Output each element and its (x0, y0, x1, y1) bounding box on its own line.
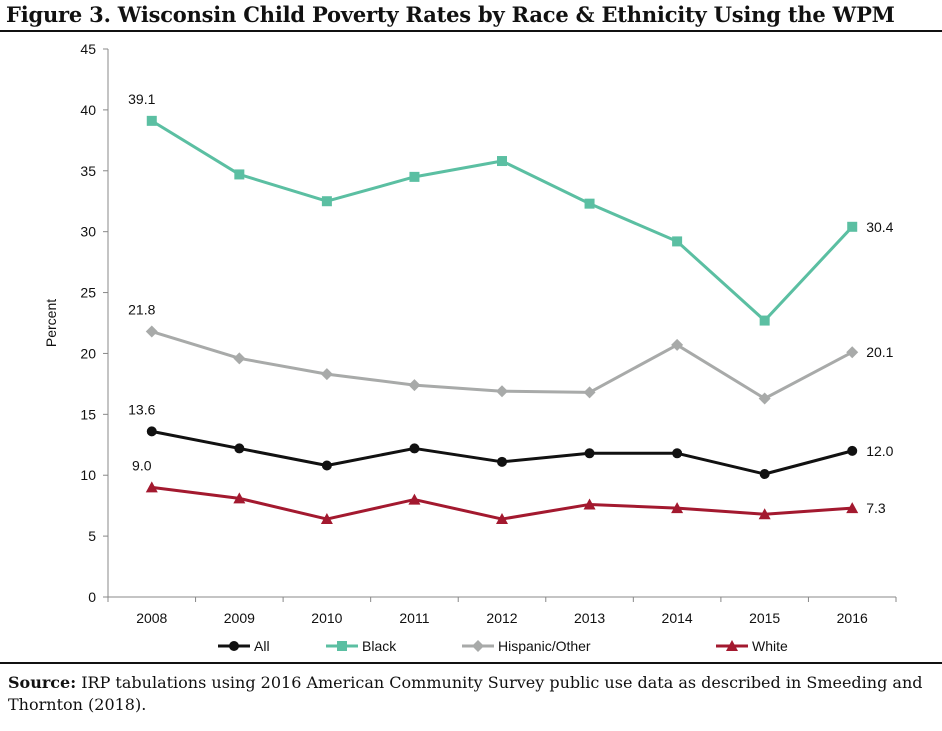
data-point-white (408, 493, 421, 505)
source-note: Source: IRP tabulations using 2016 Ameri… (8, 672, 938, 716)
data-point-all (146, 426, 157, 437)
x-tick-label: 2011 (399, 610, 429, 626)
x-tick-label: 2016 (837, 610, 868, 626)
x-tick-label: 2012 (486, 610, 517, 626)
data-point-black (584, 198, 595, 209)
data-point-hispanic-other (408, 379, 421, 392)
data-point-black (847, 221, 858, 232)
data-point-white (233, 492, 246, 504)
y-tick-label: 30 (80, 224, 96, 240)
legend-marker-hispanic-other (472, 640, 484, 652)
data-label-white-first: 9.0 (132, 457, 152, 473)
data-point-white (846, 502, 859, 514)
data-point-all (759, 469, 770, 480)
y-tick-label: 20 (80, 345, 96, 361)
data-point-all (847, 445, 858, 456)
data-point-white (671, 502, 684, 514)
data-point-hispanic-other (233, 352, 246, 365)
data-point-hispanic-other (758, 392, 771, 405)
data-point-hispanic-other (320, 368, 333, 381)
data-point-black (497, 156, 507, 167)
y-tick-label: 35 (80, 163, 96, 179)
series-line-black (150, 119, 854, 323)
data-point-hispanic-other (846, 346, 859, 359)
data-point-black (234, 169, 245, 180)
x-tick-label: 2008 (136, 610, 167, 626)
legend-label-white: White (752, 638, 788, 654)
legend-marker-all (229, 641, 239, 651)
data-point-black (409, 171, 420, 182)
data-label-hispanic-other-last: 20.1 (866, 344, 893, 360)
y-tick-label: 45 (80, 41, 96, 57)
line-chart: 0 5 10 15 20 25 30 35 40 45 2008 2009 2010 2011 2012 20… (43, 41, 897, 654)
data-point-white (758, 508, 771, 520)
data-point-all (497, 456, 507, 467)
data-point-all (672, 448, 683, 459)
x-tick-label: 2009 (224, 610, 255, 626)
data-point-all (409, 443, 420, 454)
data-point-white (496, 513, 508, 525)
y-tick-label: 25 (80, 285, 96, 301)
y-axis-title: Percent (43, 299, 59, 347)
data-point-white (583, 498, 596, 510)
x-tick-label: 2013 (574, 610, 605, 626)
y-tick-label: 0 (88, 589, 96, 605)
legend-marker-white (726, 640, 738, 651)
source-text: IRP tabulations using 2016 American Comm… (8, 673, 923, 714)
data-label-hispanic-other-first: 21.8 (128, 302, 155, 318)
data-point-hispanic-other (671, 338, 684, 351)
data-label-black-last: 30.4 (866, 219, 893, 235)
data-point-white (320, 513, 333, 525)
legend-label-black: Black (362, 638, 397, 654)
data-label-white-last: 7.3 (866, 500, 886, 516)
data-label-all-last: 12.0 (866, 443, 893, 459)
data-point-hispanic-other (496, 385, 508, 398)
legend-marker-black (337, 641, 347, 651)
data-point-all (234, 443, 245, 454)
y-tick-label: 40 (80, 102, 96, 118)
x-tick-label: 2010 (311, 610, 342, 626)
source-label: Source: (8, 673, 77, 692)
x-tick-label: 2014 (662, 610, 693, 626)
data-point-hispanic-other (583, 386, 596, 399)
bottom-rule (0, 662, 942, 664)
legend-label-all: All (254, 638, 270, 654)
series-line-all (151, 429, 853, 476)
data-point-all (584, 448, 595, 459)
data-point-black (321, 196, 332, 207)
data-label-all-first: 13.6 (128, 401, 155, 417)
data-point-all (321, 460, 332, 471)
data-point-black (672, 236, 683, 247)
data-point-white (145, 481, 158, 493)
data-point-hispanic-other (145, 325, 158, 338)
data-point-black (759, 315, 770, 326)
y-tick-label: 5 (88, 528, 96, 544)
y-tick-label: 15 (80, 406, 96, 422)
data-point-black (146, 115, 157, 126)
legend-label-hispanic-other: Hispanic/Other (498, 638, 591, 654)
x-tick-label: 2015 (749, 610, 780, 626)
y-tick-label: 10 (80, 467, 96, 483)
figure-title: Figure 3. Wisconsin Child Poverty Rates … (6, 2, 895, 27)
top-rule (0, 30, 942, 32)
data-label-black-first: 39.1 (128, 91, 155, 107)
